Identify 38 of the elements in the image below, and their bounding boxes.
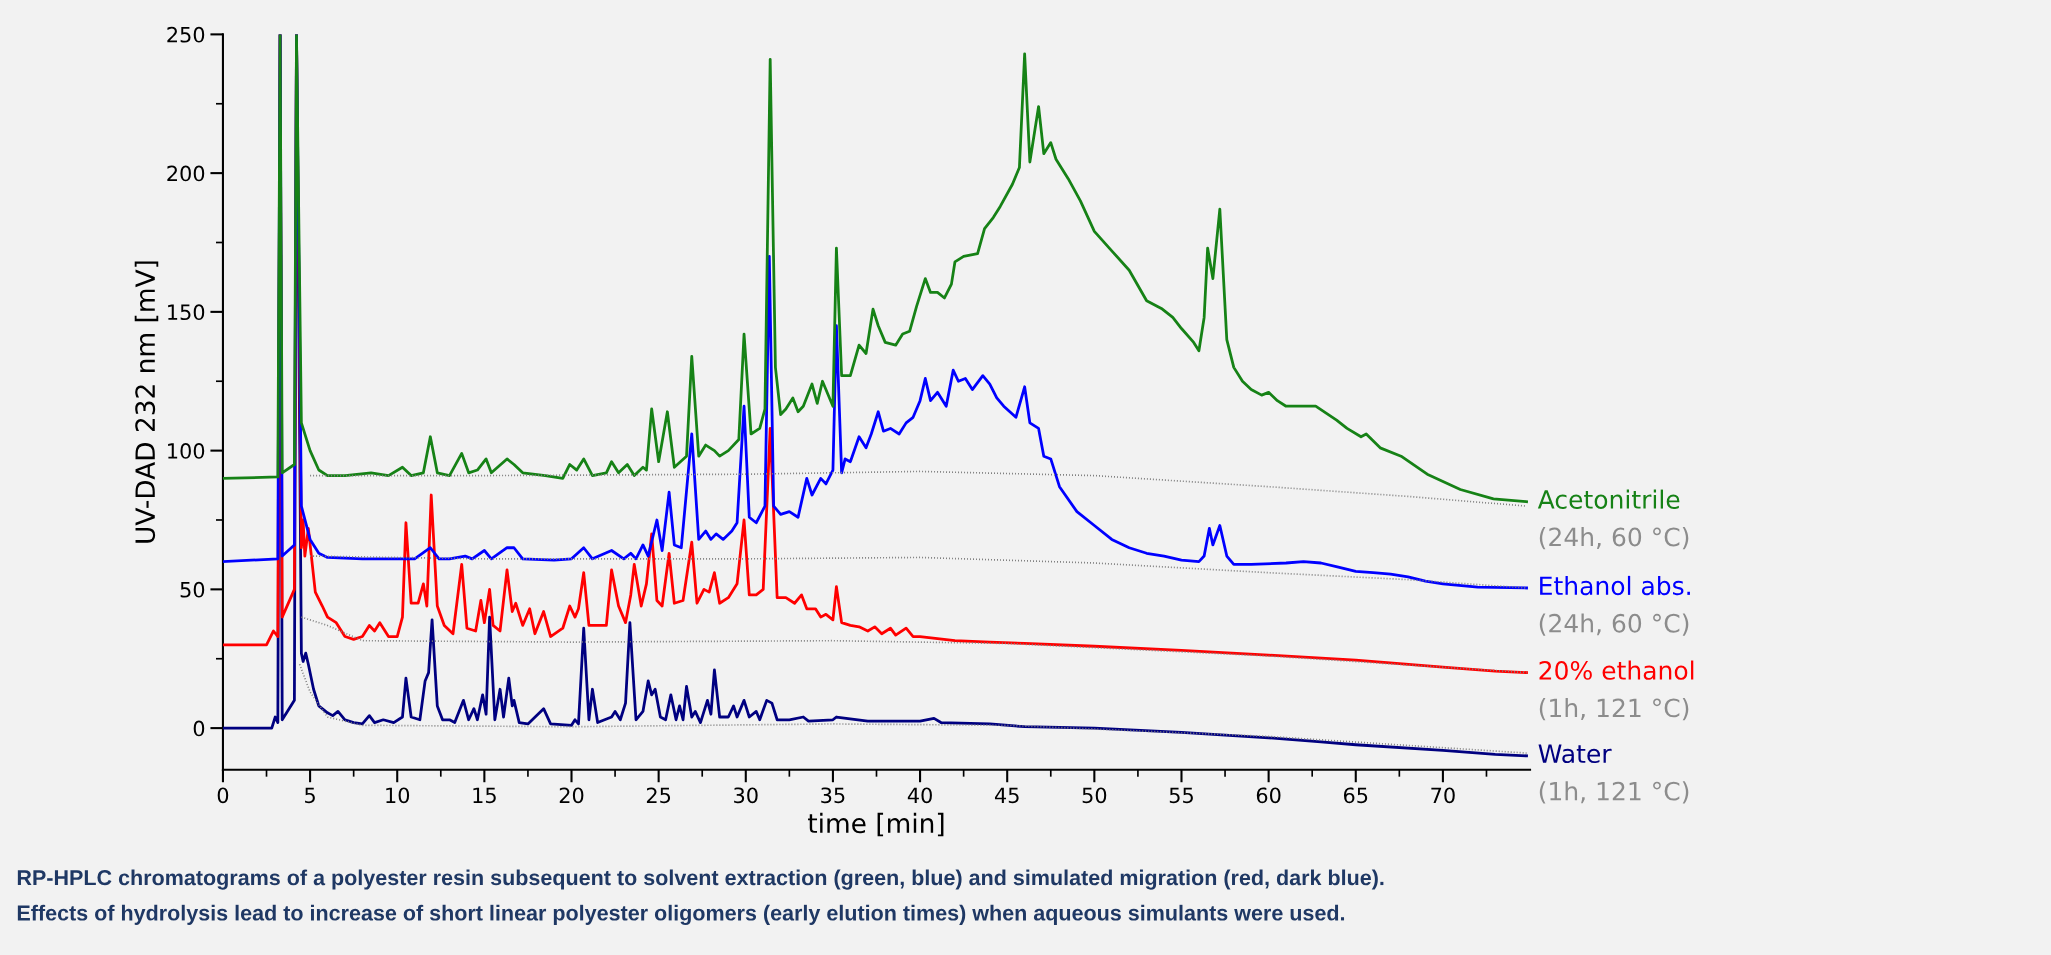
- series-label: Acetonitrile: [1537, 489, 1680, 509]
- line-series: [309, 555, 1528, 589]
- line-series: [300, 616, 1528, 674]
- x-tick-label: 60: [1256, 787, 1281, 804]
- x-tick-label: 40: [907, 787, 932, 804]
- line-series: [222, 34, 1528, 504]
- y-axis-title: UV-DAD 232 nm [mV]: [134, 261, 159, 543]
- x-tick-label: 15: [473, 787, 496, 804]
- x-tick-label: 35: [821, 787, 845, 804]
- line-series: [298, 663, 1528, 754]
- x-tick-label: 50: [1082, 787, 1107, 804]
- x-tick-label: 5: [305, 787, 315, 804]
- text: RP-HPLC chromatograms of a polyester resin subsequent to solvent extraction (green, blue) and simulated migration (red, dark blue).: [17, 869, 1384, 890]
- x-tick-label: 0: [217, 787, 229, 804]
- text: (24h, 60 °C): [1539, 527, 1689, 550]
- x-axis-title: time [min]: [808, 812, 944, 837]
- x-tick-label: 65: [1343, 787, 1368, 804]
- y-tick-label: 50: [180, 581, 205, 598]
- line-series: [309, 470, 1528, 507]
- series-label: Water: [1538, 744, 1612, 764]
- y-tick-label: 0: [193, 720, 205, 737]
- text: Effects of hydrolysis lead to increase of short linear polyester oligomers (early elution times) when aqueous simulants were used.: [17, 904, 1345, 925]
- y-tick-label: 100: [168, 443, 205, 459]
- text: (1h, 121 °C): [1539, 698, 1689, 721]
- x-tick-label: 10: [386, 787, 410, 804]
- y-tick-label: 250: [167, 26, 205, 43]
- series-label: 20% ethanol: [1539, 660, 1694, 680]
- x-tick-label: 20: [559, 787, 584, 804]
- text: (1h, 121 °C): [1539, 781, 1689, 804]
- series-label: Ethanol abs.: [1540, 575, 1690, 596]
- y-tick-label: 150: [168, 304, 205, 321]
- x-tick-label: 70: [1431, 787, 1455, 804]
- text: (24h, 60 °C): [1539, 613, 1689, 636]
- x-tick-label: 30: [734, 787, 758, 804]
- x-tick-label: 25: [646, 787, 671, 804]
- x-tick-label: 55: [1169, 787, 1193, 804]
- x-tick-label: 45: [994, 787, 1019, 804]
- y-tick-label: 200: [167, 165, 205, 182]
